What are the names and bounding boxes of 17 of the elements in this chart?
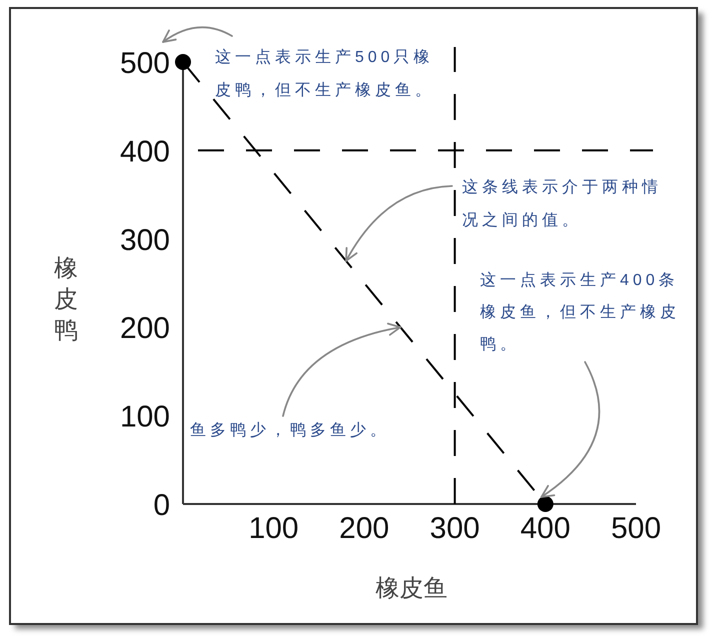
annotation: 这一点表示生产500只橡皮鸭，但不生产橡皮鱼。 [215, 48, 435, 99]
y-tick-label: 400 [120, 135, 170, 168]
y-tick-label: 300 [120, 224, 170, 257]
y-tick-label: 100 [120, 400, 170, 434]
x-tick-label: 400 [520, 512, 570, 545]
x-tick-label: 200 [339, 512, 390, 545]
y-tick-label: 500 [120, 47, 170, 80]
x-tick-label: 500 [610, 512, 662, 545]
x-tick-label: 300 [430, 512, 480, 545]
x-tick-label: 100 [248, 512, 299, 545]
annotation: 这一点表示生产400条橡皮鱼，但不生产橡皮鸭。 [480, 271, 680, 353]
y-tick-label: 0 [153, 489, 170, 522]
x-axis-title: 橡皮鱼 [376, 575, 448, 602]
annotation: 鱼多鸭少，鸭多鱼少。 [190, 421, 390, 439]
annotation: 这条线表示介于两种情况之间的值。 [462, 178, 662, 229]
y-tick-label: 200 [120, 312, 170, 346]
y-axis-title: 橡皮鸭 [54, 255, 78, 344]
